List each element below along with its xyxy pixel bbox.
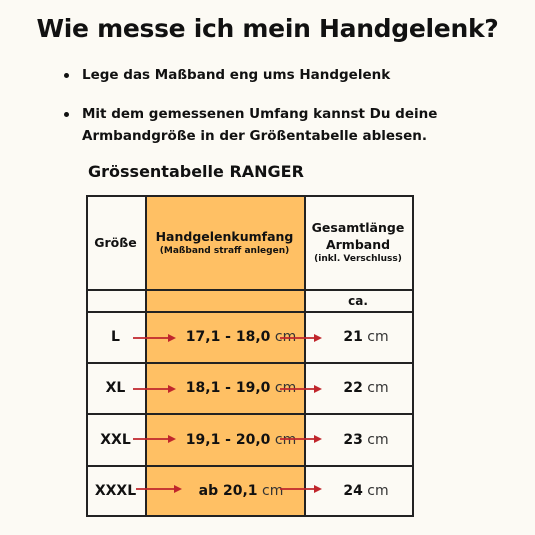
length-approx: ca. xyxy=(348,293,368,308)
header-length-sub: (inkl. Verschluss) xyxy=(314,254,402,264)
wrist-value: 19,1 - 20,0 xyxy=(185,431,271,448)
length-unit: cm xyxy=(367,431,389,448)
length-cell: 21 cm xyxy=(318,312,414,362)
instruction-item: Mit dem gemessenen Umfang kannst Du dein… xyxy=(62,103,522,147)
table-line xyxy=(145,195,147,517)
page-title: Wie messe ich mein Handgelenk? xyxy=(36,14,499,43)
table-line xyxy=(412,195,414,517)
table-line xyxy=(304,195,306,517)
wrist-cell: 17,1 - 18,0 cm xyxy=(178,312,304,362)
table-line xyxy=(86,195,414,197)
wrist-unit: cm xyxy=(274,431,297,448)
table-line xyxy=(86,311,414,313)
size-cell: L xyxy=(111,329,120,345)
table-line xyxy=(86,289,414,291)
table-title: Grössentabelle RANGER xyxy=(88,162,304,181)
instruction-list: Lege das Maßband eng ums Handgelenk Mit … xyxy=(62,64,522,147)
wrist-value: ab 20,1 xyxy=(198,483,258,499)
length-cell: 23 cm xyxy=(318,414,414,465)
table-line xyxy=(86,465,414,467)
length-cell: 24 cm xyxy=(318,466,414,516)
table-line xyxy=(86,413,414,415)
length-unit: cm xyxy=(367,380,389,396)
header-wrist-sub: (Maßband straff anlegen) xyxy=(159,245,290,256)
highlight-column xyxy=(145,195,304,517)
size-table: Größe Handgelenkumfang (Maßband straff a… xyxy=(86,195,414,517)
wrist-cell: 19,1 - 20,0 cm xyxy=(178,414,304,465)
header-wrist: Handgelenkumfang (Maßband straff anlegen… xyxy=(145,195,304,289)
length-value: 24 xyxy=(343,483,363,499)
header-wrist-label: Handgelenkumfang xyxy=(155,228,294,244)
wrist-value: 18,1 - 19,0 xyxy=(185,380,271,396)
wrist-unit: cm xyxy=(262,483,284,499)
length-unit: cm xyxy=(367,329,389,345)
table-line xyxy=(86,362,414,364)
size-cell: XXXL xyxy=(94,483,137,499)
header-length-line1: Gesamtlänge xyxy=(311,220,405,235)
size-cell: XL xyxy=(105,380,126,396)
table-line xyxy=(86,195,88,517)
wrist-unit: cm xyxy=(274,329,297,345)
header-length: Gesamtlänge Armband (inkl. Verschluss) xyxy=(304,195,412,289)
wrist-unit: cm xyxy=(274,380,297,396)
wrist-cell: 18,1 - 19,0 cm xyxy=(178,363,304,413)
header-size: Größe xyxy=(94,234,137,250)
length-value: 22 xyxy=(343,380,363,396)
size-cell: XXL xyxy=(100,431,131,448)
header-length-line2: Armband xyxy=(325,237,391,252)
length-value: 23 xyxy=(343,431,363,448)
table-line xyxy=(86,515,414,517)
length-value: 21 xyxy=(343,329,363,345)
length-unit: cm xyxy=(367,483,389,499)
wrist-value: 17,1 - 18,0 xyxy=(185,329,271,345)
length-cell: 22 cm xyxy=(318,363,414,413)
instruction-item: Lege das Maßband eng ums Handgelenk xyxy=(62,64,522,86)
wrist-cell: ab 20,1 cm xyxy=(178,466,304,516)
